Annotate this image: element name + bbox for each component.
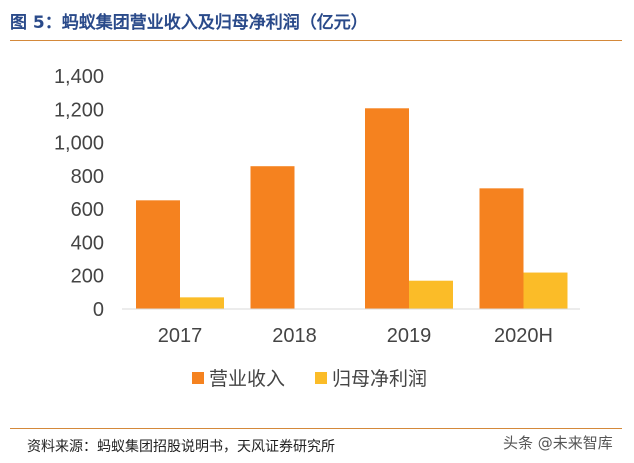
y-tick-label: 400 [71,232,104,254]
y-tick-label: 0 [93,299,104,321]
chart-title: 图 5：蚂蚁集团营业收入及归母净利润（亿元） [10,13,368,33]
legend-swatch-profit [315,372,327,384]
legend: 营业收入 归母净利润 [192,368,427,390]
revenue-bar [136,200,180,309]
x-tick-label: 2018 [272,325,317,347]
x-tick-label: 2020H [494,325,553,347]
y-tick-label: 1,000 [54,133,104,155]
source-note: 资料来源：蚂蚁集团招股说明书，天风证券研究所 [27,439,335,455]
x-axis: 2017 2018 2019 2020H [122,308,580,347]
watermark: 头条 @未来智库 [503,434,613,452]
y-tick-label: 600 [71,199,104,221]
profit-bar [523,272,568,309]
revenue-bar [365,108,409,309]
y-tick-label: 1,200 [54,99,104,121]
profit-bar [409,280,453,309]
revenue-bar [479,188,524,309]
y-tick-label: 800 [71,166,104,188]
y-axis: 0 200 400 600 800 1,000 1,200 1,400 [54,66,104,321]
legend-swatch-revenue [192,372,204,384]
x-tick-label: 2017 [158,325,203,347]
revenue-bar [250,166,295,309]
title-divider [10,40,622,41]
profit-bar [180,297,224,309]
legend-label: 营业收入 [209,368,285,390]
footer-divider [10,428,622,429]
x-tick-label: 2019 [387,325,432,347]
y-tick-label: 200 [71,266,104,288]
y-tick-label: 1,400 [54,66,104,88]
bars [136,108,568,309]
legend-label: 归母净利润 [332,368,427,390]
